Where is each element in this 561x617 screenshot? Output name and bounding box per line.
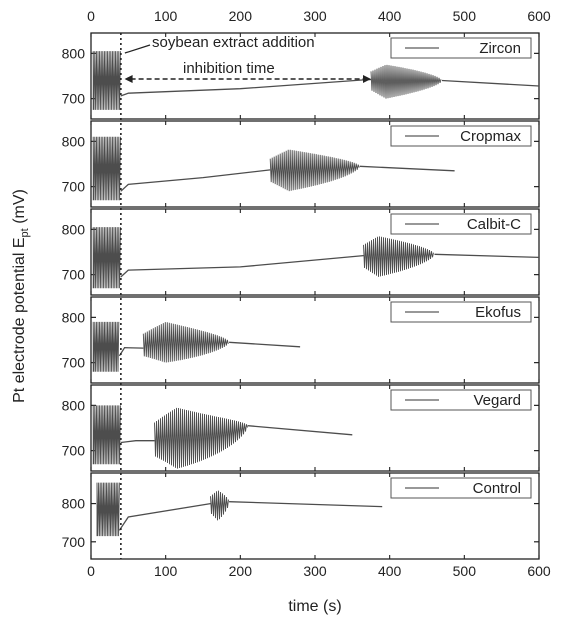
- y-tick-label: 700: [62, 179, 86, 195]
- top-x-tick-label: 0: [87, 8, 95, 24]
- y-tick-label: 700: [62, 443, 86, 459]
- bottom-x-tick-label: 200: [229, 563, 253, 579]
- y-tick-label: 800: [62, 397, 86, 413]
- series-ekofus: [92, 321, 301, 372]
- y-tick-label: 700: [62, 355, 86, 371]
- top-x-tick-label: 400: [378, 8, 402, 24]
- inhibition-left-arrowhead: [124, 75, 133, 83]
- series-cropmax: [92, 136, 455, 201]
- pre-addition-oscillation: [92, 136, 121, 201]
- y-axis-title: Pt electrode potential Ept (mV): [11, 189, 31, 403]
- induction-drift: [120, 254, 364, 278]
- legend-calbit-c: Calbit-C: [390, 213, 532, 235]
- legend-cropmax: Cropmax: [390, 125, 532, 147]
- y-tick-label: 700: [62, 267, 86, 283]
- bottom-x-tick-label: 600: [527, 563, 551, 579]
- legend-ekofus: Ekofus: [390, 301, 532, 323]
- pre-addition-oscillation: [92, 227, 121, 289]
- bottom-x-axis: 0 100 200 300 400 500 600: [87, 563, 551, 579]
- inhibition-right-arrowhead: [363, 75, 371, 83]
- series-calbit-c: [92, 227, 540, 289]
- y-tick-label: 700: [62, 91, 86, 107]
- bottom-x-tick-label: 100: [154, 563, 178, 579]
- legend-label: Control: [473, 480, 521, 497]
- legend-label: Calbit-C: [467, 216, 521, 233]
- y-tick-label: 800: [62, 221, 86, 237]
- y-axis-title-main: Pt electrode potential E: [11, 237, 28, 402]
- panel-cropmax: 700 800 Cropmax: [62, 120, 540, 208]
- inhibition-annotation: inhibition time: [183, 60, 275, 77]
- y-axis-title-unit: (mV): [11, 189, 28, 228]
- bottom-x-tick-label: 500: [453, 563, 477, 579]
- y-tick-label: 800: [62, 133, 86, 149]
- annotations: soybean extract addition inhibition time: [124, 34, 371, 83]
- x-axis-title: time (s): [288, 598, 341, 615]
- post-oscillation-tail: [359, 165, 455, 172]
- legend-box: [390, 37, 532, 59]
- oscillation-burst: [210, 490, 229, 521]
- legend-label: Vegard: [473, 392, 521, 409]
- legend-label: Ekofus: [475, 304, 521, 321]
- pre-addition-oscillation: [96, 482, 120, 537]
- pre-addition-oscillation: [92, 51, 121, 110]
- top-x-tick-label: 500: [453, 8, 477, 24]
- oscillation-burst: [269, 149, 360, 192]
- top-x-tick-label: 300: [303, 8, 327, 24]
- post-oscillation-tail: [434, 253, 540, 259]
- induction-drift: [118, 347, 144, 357]
- top-x-tick-label: 100: [154, 8, 178, 24]
- post-oscillation-tail: [441, 79, 540, 87]
- post-oscillation-tail: [229, 341, 301, 348]
- series-vegard: [92, 405, 353, 469]
- panel-control: 700 800 Control: [62, 472, 540, 560]
- legend-label: Zircon: [479, 40, 521, 57]
- legend-label: Cropmax: [460, 128, 521, 145]
- legend-box: [390, 301, 532, 323]
- post-oscillation-tail: [229, 501, 383, 508]
- bottom-x-tick-label: 400: [378, 563, 402, 579]
- top-x-axis: 0 100 200 300 400 500 600: [87, 8, 551, 24]
- post-oscillation-tail: [247, 425, 353, 436]
- addition-arrow: [124, 44, 151, 54]
- oscillation-burst: [370, 64, 442, 99]
- legend-zircon: Zircon: [390, 37, 532, 59]
- legend-box: [390, 213, 532, 235]
- induction-drift: [120, 440, 155, 444]
- y-tick-label: 700: [62, 534, 86, 550]
- panel-calbit-c: 700 800 Calbit-C: [62, 208, 540, 296]
- oscillation-burst: [142, 322, 229, 363]
- induction-drift: [120, 78, 371, 97]
- oscillation-burst: [154, 407, 248, 469]
- legend-vegard: Vegard: [390, 389, 532, 411]
- top-x-tick-label: 600: [527, 8, 551, 24]
- legend-control: Control: [390, 477, 532, 499]
- top-x-tick-label: 200: [229, 8, 253, 24]
- y-tick-label: 800: [62, 45, 86, 61]
- legend-box: [390, 125, 532, 147]
- pre-addition-oscillation: [92, 405, 121, 465]
- addition-annotation: soybean extract addition: [152, 34, 315, 51]
- oscillation-burst: [363, 236, 434, 277]
- series-zircon: [92, 51, 540, 110]
- y-axis-title-subscript: pt: [19, 228, 31, 237]
- series-control: [96, 482, 383, 537]
- bottom-x-tick-label: 0: [87, 563, 95, 579]
- induction-drift: [118, 502, 211, 531]
- y-tick-label: 800: [62, 496, 86, 512]
- legend-box: [390, 389, 532, 411]
- pre-addition-oscillation: [92, 321, 120, 372]
- legend-box: [390, 477, 532, 499]
- bottom-x-tick-label: 300: [303, 563, 327, 579]
- y-tick-label: 800: [62, 309, 86, 325]
- panel-vegard: 700 800 Vegard: [62, 384, 540, 472]
- panel-ekofus: 700 800 Ekofus: [62, 296, 540, 384]
- induction-drift: [120, 169, 271, 192]
